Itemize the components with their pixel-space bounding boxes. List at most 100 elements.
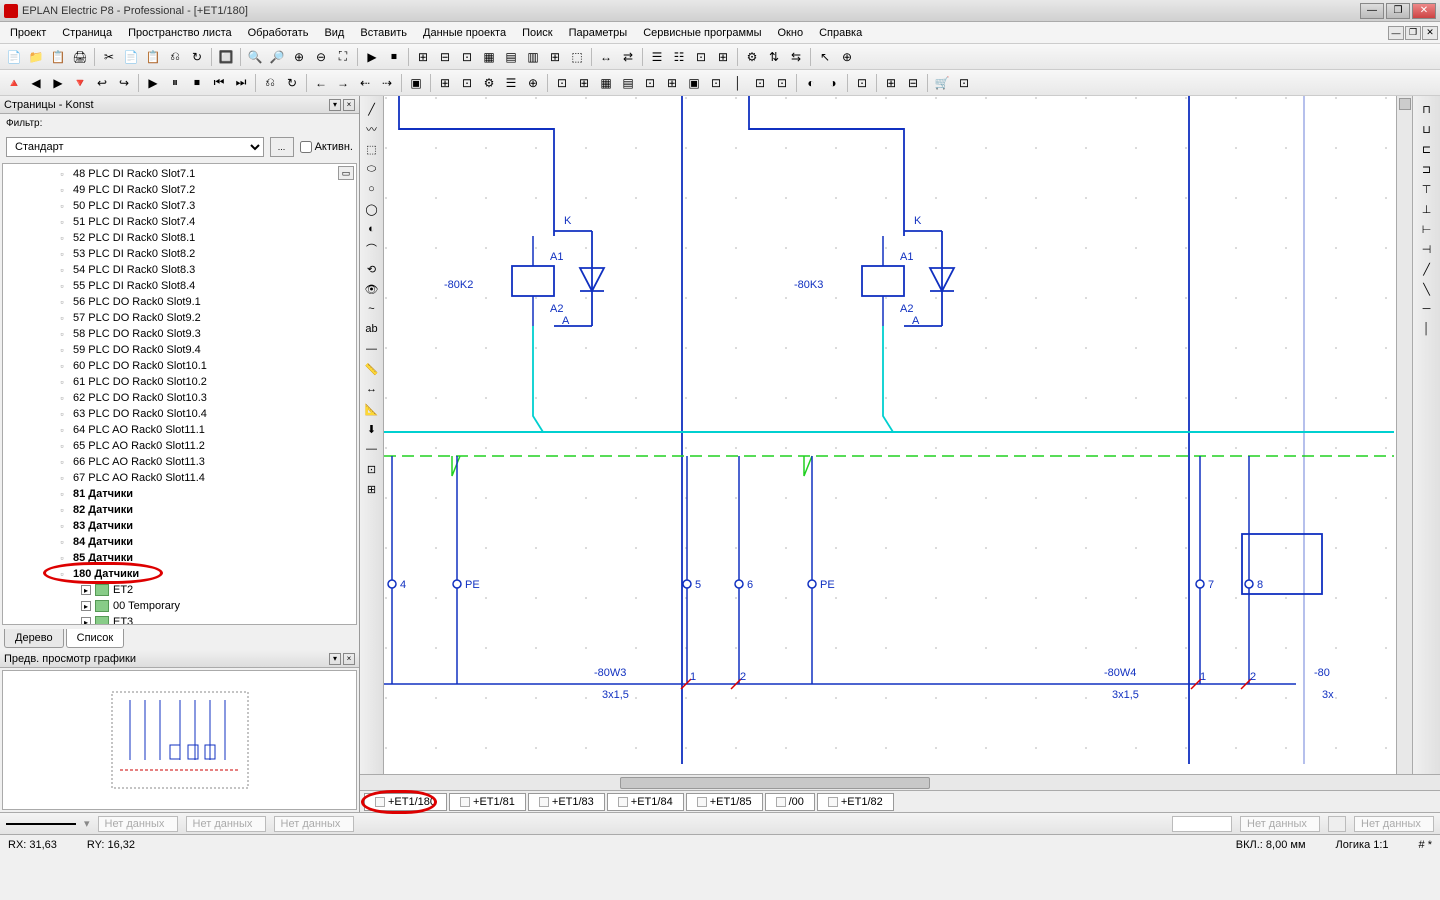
tree-item[interactable]: ▫62 PLC DO Rack0 Slot10.3 <box>53 390 356 406</box>
toolbar-button[interactable]: ⊡ <box>640 73 660 93</box>
tool-button[interactable]: ⊞ <box>363 480 381 498</box>
menu-сервисные программы[interactable]: Сервисные программы <box>635 25 769 41</box>
toolbar-button[interactable]: ⚙ <box>742 47 762 67</box>
toolbar-button[interactable]: ⇢ <box>377 73 397 93</box>
bottom-field-1[interactable]: Нет данных <box>98 816 178 832</box>
toolbar-button[interactable]: ◑ <box>823 73 843 93</box>
toolbar-button[interactable]: ▣ <box>406 73 426 93</box>
toolbar-button[interactable]: ⊡ <box>457 47 477 67</box>
bottom-input[interactable] <box>1172 816 1232 832</box>
toolbar-button[interactable]: 📄 <box>4 47 24 67</box>
tree-collapse-button[interactable]: ▭ <box>338 166 354 180</box>
tool-button[interactable]: ⊥ <box>1418 200 1436 218</box>
tool-button[interactable]: ╱ <box>1418 260 1436 278</box>
toolbar-button[interactable]: ⏹ <box>187 73 207 93</box>
tool-button[interactable]: — <box>363 340 381 358</box>
toolbar-button[interactable]: ⊟ <box>435 47 455 67</box>
tree-item[interactable]: ▫58 PLC DO Rack0 Slot9.3 <box>53 326 356 342</box>
toolbar-button[interactable]: 📋 <box>48 47 68 67</box>
schematic-canvas[interactable]: KA1A2A-80K2KA1A2A-80K34PE56PE781212-80W3… <box>384 96 1396 774</box>
bottom-field-4[interactable]: Нет данных <box>1240 816 1320 832</box>
toolbar-button[interactable]: ⏸ <box>165 73 185 93</box>
tool-button[interactable]: ↔ <box>363 380 381 398</box>
menu-пространство листа[interactable]: Пространство листа <box>120 25 240 41</box>
toolbar-button[interactable]: ⇠ <box>355 73 375 93</box>
toolbar-button[interactable]: ⊡ <box>772 73 792 93</box>
bottom-field-2[interactable]: Нет данных <box>186 816 266 832</box>
tree-item[interactable]: ▫54 PLC DI Rack0 Slot8.3 <box>53 262 356 278</box>
toolbar-button[interactable]: ▥ <box>523 47 543 67</box>
toolbar-button[interactable]: ▤ <box>618 73 638 93</box>
tree-item[interactable]: ▫65 PLC AO Rack0 Slot11.2 <box>53 438 356 454</box>
menu-вставить[interactable]: Вставить <box>352 25 415 41</box>
toolbar-button[interactable]: ☰ <box>647 47 667 67</box>
toolbar-button[interactable]: ☰ <box>501 73 521 93</box>
tool-button[interactable]: 📐 <box>363 400 381 418</box>
toolbar-button[interactable]: ⊕ <box>523 73 543 93</box>
toolbar-button[interactable]: ⊖ <box>311 47 331 67</box>
toolbar-button[interactable]: ← <box>311 73 331 93</box>
toolbar-button[interactable]: → <box>333 73 353 93</box>
expander-icon[interactable]: ▸ <box>81 601 91 611</box>
scroll-h[interactable] <box>360 774 1440 790</box>
toolbar-button[interactable]: ⊡ <box>750 73 770 93</box>
toolbar-button[interactable]: ⊞ <box>545 47 565 67</box>
tree-item[interactable]: ▫52 PLC DI Rack0 Slot8.1 <box>53 230 356 246</box>
tool-button[interactable]: ◐ <box>363 220 381 238</box>
tool-button[interactable]: — <box>363 440 381 458</box>
tool-button[interactable]: ○ <box>363 180 381 198</box>
linestyle-preview[interactable] <box>6 823 76 825</box>
toolbar-button[interactable]: ▶ <box>143 73 163 93</box>
tree-item[interactable]: ▫85 Датчики <box>53 550 356 566</box>
tool-button[interactable]: ⊤ <box>1418 180 1436 198</box>
toolbar-button[interactable]: 🔲 <box>216 47 236 67</box>
panel-pin-icon[interactable]: ▾ <box>329 99 341 111</box>
page-tab[interactable]: +ET1/180 <box>364 793 447 811</box>
toolbar-button[interactable]: ⊞ <box>662 73 682 93</box>
tree-tab[interactable]: Дерево <box>4 629 64 648</box>
tool-button[interactable]: ─ <box>1418 300 1436 318</box>
toolbar-button[interactable]: │ <box>728 73 748 93</box>
tree-item[interactable]: ▫64 PLC AO Rack0 Slot11.1 <box>53 422 356 438</box>
page-tab[interactable]: +ET1/84 <box>607 793 684 811</box>
page-tab[interactable]: +ET1/85 <box>686 793 763 811</box>
toolbar-button[interactable]: 🔺 <box>4 73 24 93</box>
tool-button[interactable]: ⬚ <box>363 140 381 158</box>
toolbar-button[interactable]: ⏮ <box>209 73 229 93</box>
toolbar-button[interactable]: ⬚ <box>567 47 587 67</box>
tree-view[interactable]: ▭ ▫48 PLC DI Rack0 Slot7.1▫49 PLC DI Rac… <box>2 163 357 625</box>
toolbar-button[interactable]: ⊡ <box>691 47 711 67</box>
toolbar-button[interactable]: ⎌ <box>260 73 280 93</box>
toolbar-button[interactable]: ▣ <box>684 73 704 93</box>
toolbar-button[interactable]: 📋 <box>143 47 163 67</box>
tool-button[interactable]: ⊓ <box>1418 100 1436 118</box>
tool-button[interactable]: ⊔ <box>1418 120 1436 138</box>
toolbar-button[interactable]: ⇅ <box>764 47 784 67</box>
toolbar-button[interactable]: ⛶ <box>333 47 353 67</box>
tree-item[interactable]: ▫51 PLC DI Rack0 Slot7.4 <box>53 214 356 230</box>
toolbar-button[interactable]: ▦ <box>596 73 616 93</box>
close-button[interactable]: ✕ <box>1412 3 1436 19</box>
mdi-close[interactable]: ✕ <box>1422 26 1438 40</box>
toolbar-button[interactable]: ⇆ <box>786 47 806 67</box>
menu-проект[interactable]: Проект <box>2 25 54 41</box>
filter-edit-button[interactable]: ... <box>270 137 294 157</box>
toolbar-button[interactable]: ◀ <box>26 73 46 93</box>
tree-item[interactable]: ▫180 Датчики <box>53 566 356 582</box>
bottom-field-5[interactable]: Нет данных <box>1354 816 1434 832</box>
tool-button[interactable]: ⊏ <box>1418 140 1436 158</box>
toolbar-button[interactable]: ↻ <box>187 47 207 67</box>
toolbar-button[interactable]: ⎌ <box>165 47 185 67</box>
toolbar-button[interactable]: ⊕ <box>837 47 857 67</box>
toolbar-button[interactable]: ⏭ <box>231 73 251 93</box>
tool-button[interactable]: │ <box>1418 320 1436 338</box>
tree-item[interactable]: ▫82 Датчики <box>53 502 356 518</box>
toolbar-button[interactable]: ⊞ <box>713 47 733 67</box>
menu-обработать[interactable]: Обработать <box>240 25 317 41</box>
tool-button[interactable]: ╱ <box>363 100 381 118</box>
toolbar-button[interactable]: ◐ <box>801 73 821 93</box>
tree-item[interactable]: ▫55 PLC DI Rack0 Slot8.4 <box>53 278 356 294</box>
menu-окно[interactable]: Окно <box>770 25 812 41</box>
filter-select[interactable]: Стандарт <box>6 137 264 157</box>
preview-close-icon[interactable]: × <box>343 653 355 665</box>
